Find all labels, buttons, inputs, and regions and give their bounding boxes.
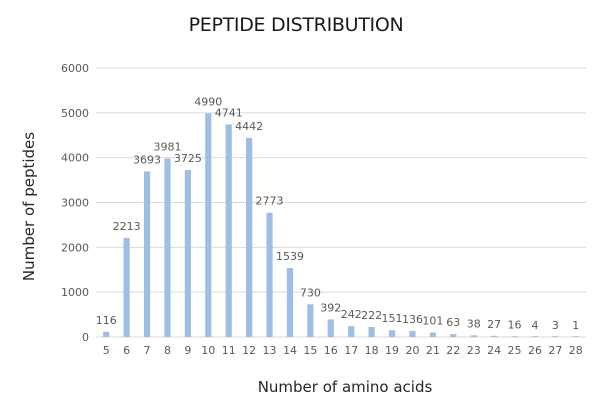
bar [572, 336, 579, 337]
x-tick-label: 10 [201, 344, 215, 357]
data-label: 1 [572, 319, 579, 332]
x-tick-label: 16 [324, 344, 338, 357]
bar [470, 335, 477, 337]
x-tick-label: 7 [144, 344, 151, 357]
x-tick-label: 11 [222, 344, 236, 357]
bar [348, 326, 355, 337]
bar [450, 334, 457, 337]
x-tick-label: 21 [426, 344, 440, 357]
bar [368, 327, 375, 337]
data-label: 136 [402, 313, 423, 326]
data-label: 392 [320, 301, 341, 314]
x-tick-label: 14 [283, 344, 297, 357]
bar [307, 304, 314, 337]
data-label: 2213 [113, 220, 141, 233]
x-axis-title: Number of amino acids [258, 378, 433, 396]
chart-title: PEPTIDE DISTRIBUTION [188, 14, 404, 36]
bar [286, 268, 294, 337]
y-axis-title: Number of peptides [20, 132, 38, 281]
data-label: 3725 [174, 152, 202, 165]
bar [123, 237, 130, 337]
x-tick-label: 9 [184, 344, 191, 357]
bar [143, 171, 151, 337]
x-tick-label: 15 [303, 344, 317, 357]
bar [511, 336, 518, 337]
data-label: 3981 [153, 141, 181, 154]
bar [164, 158, 171, 337]
x-tick-label: 13 [263, 344, 277, 357]
x-tick-label: 8 [164, 344, 171, 357]
data-label: 63 [446, 316, 460, 329]
bar [205, 113, 212, 337]
bar [531, 336, 539, 337]
x-tick-label: 26 [528, 344, 542, 357]
data-label: 242 [341, 308, 362, 321]
bar [103, 331, 110, 337]
data-label: 222 [361, 309, 382, 322]
y-tick-label: 3000 [61, 197, 89, 210]
data-label: 3 [552, 319, 559, 332]
data-label: 4442 [235, 120, 263, 133]
data-label: 1539 [276, 250, 304, 263]
data-label: 151 [382, 312, 403, 325]
bar [429, 332, 436, 337]
y-tick-label: 6000 [61, 62, 89, 75]
x-tick-label: 25 [508, 344, 522, 357]
data-label: 101 [422, 314, 443, 327]
x-tick-label: 17 [344, 344, 358, 357]
x-tick-label: 18 [365, 344, 379, 357]
x-tick-label: 20 [405, 344, 419, 357]
data-label: 38 [467, 317, 481, 330]
data-label: 4 [531, 319, 538, 332]
x-tick-label: 24 [487, 344, 501, 357]
bar [388, 330, 396, 337]
data-label: 2773 [256, 195, 284, 208]
data-label: 4990 [194, 95, 222, 108]
y-tick-label: 5000 [61, 107, 89, 120]
bar [184, 169, 191, 337]
bar [409, 330, 416, 337]
data-label: 3693 [133, 153, 161, 166]
y-tick-label: 0 [82, 331, 89, 344]
data-label: 16 [508, 318, 522, 331]
x-tick-label: 22 [446, 344, 460, 357]
y-tick-label: 2000 [61, 241, 89, 254]
x-tick-label: 28 [569, 344, 583, 357]
bar [552, 336, 559, 337]
bar [491, 335, 498, 337]
y-tick-label: 4000 [61, 152, 89, 165]
x-tick-label: 23 [467, 344, 481, 357]
data-label: 730 [300, 286, 321, 299]
x-tick-label: 27 [548, 344, 562, 357]
bar [246, 137, 253, 337]
bar [225, 124, 232, 338]
x-tick-label: 19 [385, 344, 399, 357]
data-label: 116 [96, 314, 117, 327]
bar [266, 212, 273, 337]
x-tick-label: 5 [103, 344, 110, 357]
data-label: 4741 [215, 106, 243, 119]
data-label: 27 [487, 318, 501, 331]
x-tick-label: 12 [242, 344, 256, 357]
x-tick-label: 6 [123, 344, 130, 357]
bar [327, 319, 334, 337]
y-tick-label: 1000 [61, 286, 89, 299]
